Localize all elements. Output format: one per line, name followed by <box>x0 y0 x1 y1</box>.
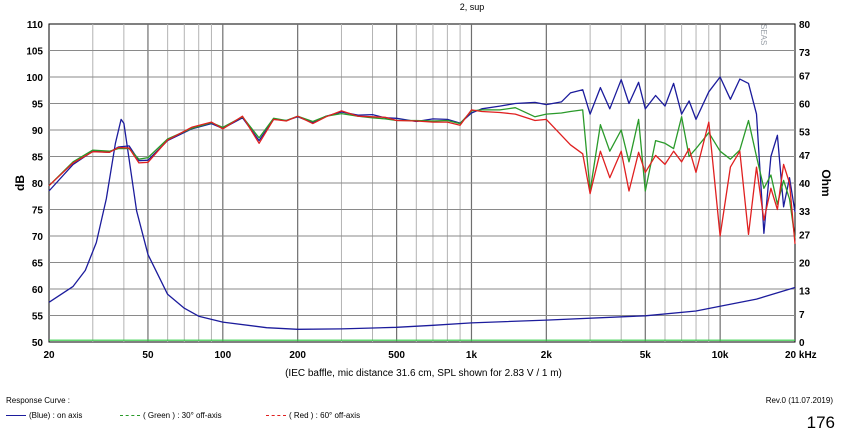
y-axis-title: dB <box>13 175 27 191</box>
legend-label-green: ( Green ) : 30° off-axis <box>143 411 222 420</box>
y-tick-label: 80 <box>32 179 44 190</box>
series-line-impedance <box>48 118 796 330</box>
y2-tick-label: 80 <box>799 20 811 31</box>
y-tick-label: 75 <box>32 206 44 217</box>
legend-item-red: ( Red ) : 60° off-axis <box>266 411 360 420</box>
legend-label-blue: (Blue) : on axis <box>29 411 83 420</box>
x-tick-label: 2k <box>541 350 553 361</box>
x-tick-label: 50 <box>142 350 154 361</box>
revision-label: Rev.0 (11.07.2019) <box>765 396 833 405</box>
y2-axis-title: Ohm <box>819 169 833 196</box>
y-tick-label: 70 <box>32 232 44 243</box>
x-tick-label: 200 <box>289 350 306 361</box>
y-tick-label: 65 <box>32 259 44 270</box>
y-tick-label: 60 <box>32 285 44 296</box>
y-tick-label: 100 <box>26 73 43 84</box>
series-lines <box>48 76 796 341</box>
y2-tick-label: 27 <box>799 231 811 242</box>
x-axis-ticks: 20 50 100 200 500 1k 2k 5k 10k 20 kHz <box>43 350 816 361</box>
grid <box>49 24 795 342</box>
page-number: 176 <box>806 413 835 432</box>
x-tick-label: 20 kHz <box>785 350 817 361</box>
y2-tick-label: 20 <box>799 259 811 270</box>
x-tick-label: 500 <box>388 350 405 361</box>
x-tick-label: 100 <box>214 350 231 361</box>
x-tick-label: 10k <box>712 350 729 361</box>
x-tick-label: 20 <box>43 350 55 361</box>
legend-swatch-blue <box>6 415 26 416</box>
y2-tick-label: 67 <box>799 72 811 83</box>
chart-subtitle: 2, sup <box>460 2 485 12</box>
y-axis-ticks: 110 105 100 95 90 85 80 75 70 65 60 55 50 <box>26 20 43 349</box>
y2-tick-label: 60 <box>799 100 811 111</box>
y2-axis-ticks: 80 73 67 60 53 47 40 33 27 20 13 7 0 <box>799 20 811 349</box>
legend-swatch-red <box>266 415 286 416</box>
legend-item-green: ( Green ) : 30° off-axis <box>120 411 222 420</box>
y-tick-label: 105 <box>26 47 43 58</box>
y-tick-label: 85 <box>32 153 44 164</box>
legend-swatch-green <box>120 415 140 416</box>
x-tick-label: 5k <box>640 350 652 361</box>
y-tick-label: 110 <box>27 20 44 31</box>
y2-tick-label: 47 <box>799 151 811 162</box>
series-line-blue <box>48 76 796 234</box>
y-tick-label: 50 <box>32 338 44 349</box>
y2-tick-label: 53 <box>799 127 811 138</box>
legend-item-blue: (Blue) : on axis <box>6 411 82 420</box>
y2-tick-label: 33 <box>799 207 811 218</box>
y-tick-label: 55 <box>32 312 44 323</box>
y-tick-label: 90 <box>32 126 44 137</box>
x-tick-label: 1k <box>466 350 478 361</box>
legend-title: Response Curve : <box>6 396 71 405</box>
vendor-mark: SEAS <box>759 24 768 46</box>
y-tick-label: 95 <box>32 100 44 111</box>
y2-tick-label: 40 <box>799 179 811 190</box>
y2-tick-label: 13 <box>799 286 811 297</box>
y2-tick-label: 0 <box>799 338 805 349</box>
y2-tick-label: 7 <box>799 310 805 321</box>
y2-tick-label: 73 <box>799 48 811 59</box>
legend-label-red: ( Red ) : 60° off-axis <box>289 411 361 420</box>
series-line-red <box>48 109 796 244</box>
chart-caption: (IEC baffle, mic distance 31.6 cm, SPL s… <box>285 368 562 379</box>
